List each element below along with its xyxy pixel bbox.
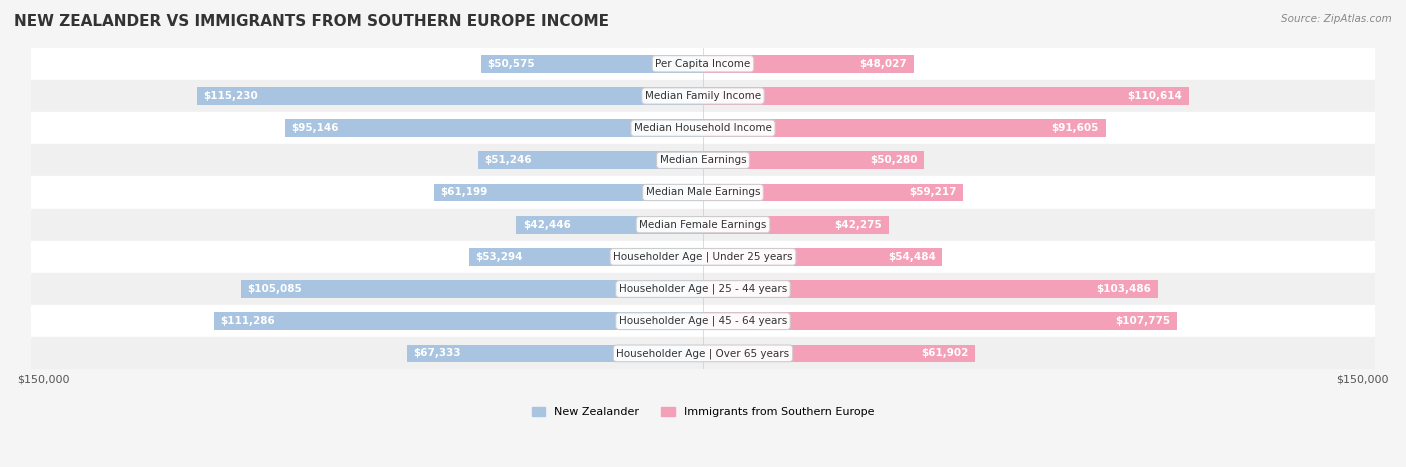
Bar (214, 312, 703, 330)
Text: Median Female Earnings: Median Female Earnings (640, 219, 766, 230)
Text: Median Earnings: Median Earnings (659, 156, 747, 165)
Bar (516, 216, 703, 234)
Bar (703, 151, 924, 169)
Bar (434, 184, 703, 201)
Bar (481, 55, 703, 73)
Text: $54,484: $54,484 (889, 252, 936, 262)
Bar (31, 241, 1375, 273)
Bar (31, 273, 1375, 305)
Text: $51,246: $51,246 (485, 156, 531, 165)
Bar (703, 345, 974, 362)
Bar (31, 305, 1375, 337)
Text: Median Male Earnings: Median Male Earnings (645, 187, 761, 198)
Text: Householder Age | Over 65 years: Householder Age | Over 65 years (616, 348, 790, 359)
Bar (478, 151, 703, 169)
Bar (703, 87, 1189, 105)
Bar (703, 312, 1177, 330)
Text: $91,605: $91,605 (1052, 123, 1099, 133)
Text: $42,446: $42,446 (523, 219, 571, 230)
Bar (703, 216, 889, 234)
Bar (31, 209, 1375, 241)
Bar (285, 119, 703, 137)
Bar (31, 48, 1375, 80)
Text: $59,217: $59,217 (910, 187, 956, 198)
Bar (703, 280, 1157, 298)
Bar (31, 112, 1375, 144)
Text: $53,294: $53,294 (475, 252, 523, 262)
Text: Per Capita Income: Per Capita Income (655, 59, 751, 69)
Bar (408, 345, 703, 362)
Bar (242, 280, 703, 298)
Text: $48,027: $48,027 (859, 59, 907, 69)
Text: Median Family Income: Median Family Income (645, 91, 761, 101)
Text: NEW ZEALANDER VS IMMIGRANTS FROM SOUTHERN EUROPE INCOME: NEW ZEALANDER VS IMMIGRANTS FROM SOUTHER… (14, 14, 609, 29)
Text: Householder Age | Under 25 years: Householder Age | Under 25 years (613, 252, 793, 262)
Text: $115,230: $115,230 (202, 91, 257, 101)
Text: $105,085: $105,085 (247, 284, 302, 294)
Bar (703, 248, 942, 266)
Text: $50,575: $50,575 (488, 59, 534, 69)
Bar (703, 119, 1105, 137)
Text: $95,146: $95,146 (291, 123, 339, 133)
Text: $107,775: $107,775 (1115, 316, 1170, 326)
Bar (31, 80, 1375, 112)
Bar (197, 87, 703, 105)
Bar (703, 184, 963, 201)
Text: $61,199: $61,199 (440, 187, 488, 198)
Text: $50,280: $50,280 (870, 156, 917, 165)
Text: $67,333: $67,333 (413, 348, 461, 358)
Bar (468, 248, 703, 266)
Text: Median Household Income: Median Household Income (634, 123, 772, 133)
Text: Householder Age | 45 - 64 years: Householder Age | 45 - 64 years (619, 316, 787, 326)
Bar (31, 144, 1375, 177)
Text: $111,286: $111,286 (221, 316, 276, 326)
Legend: New Zealander, Immigrants from Southern Europe: New Zealander, Immigrants from Southern … (527, 403, 879, 422)
Bar (31, 337, 1375, 369)
Bar (31, 177, 1375, 209)
Text: Householder Age | 25 - 44 years: Householder Age | 25 - 44 years (619, 284, 787, 294)
Bar (703, 55, 914, 73)
Text: $61,902: $61,902 (921, 348, 969, 358)
Text: $103,486: $103,486 (1097, 284, 1152, 294)
Text: $42,275: $42,275 (834, 219, 882, 230)
Text: $110,614: $110,614 (1128, 91, 1182, 101)
Text: Source: ZipAtlas.com: Source: ZipAtlas.com (1281, 14, 1392, 24)
